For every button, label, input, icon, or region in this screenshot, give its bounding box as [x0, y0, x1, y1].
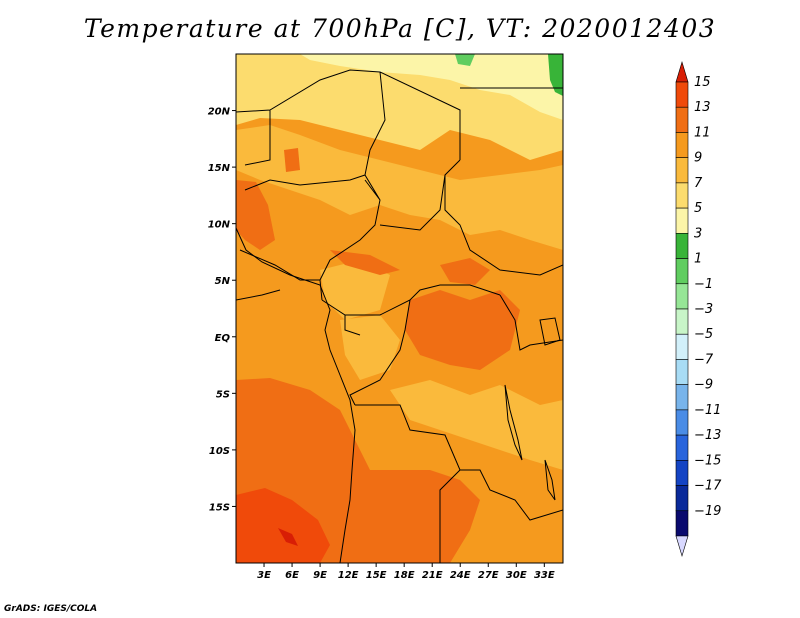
- lat-tick-label: 15N: [208, 163, 231, 174]
- field-north-pale: [300, 54, 563, 120]
- lon-tick-label: 30E: [506, 570, 527, 581]
- colorbar-label: 15: [694, 75, 711, 90]
- field-light-orange-1: [236, 125, 563, 250]
- lat-tick-label: 5S: [216, 389, 230, 400]
- colorbar-swatch: [675, 409, 689, 436]
- colorbar-label: −19: [694, 504, 721, 519]
- colorbar-label: 13: [694, 100, 711, 115]
- lake-victoria: [539, 317, 561, 346]
- lon-tick-label: 12E: [338, 570, 359, 581]
- lat-tick-label: 15S: [209, 502, 230, 513]
- boundary-lines: [236, 69, 563, 563]
- field-deep-red-spot: [278, 528, 298, 546]
- lat-tick-label: 20N: [208, 107, 231, 118]
- colorbar-swatch: [675, 182, 689, 209]
- colorbar-label: −17: [694, 479, 722, 494]
- colorbar-label: 3: [694, 226, 702, 241]
- lat-tick-label: 5N: [215, 276, 231, 287]
- colorbar-swatch: [675, 434, 689, 461]
- colorbar-label: −7: [694, 352, 714, 367]
- lon-tick-label: 24E: [450, 570, 471, 581]
- field-dark-orange-spot: [284, 148, 300, 172]
- colorbar-label: −5: [694, 327, 713, 342]
- colorbar-swatch: [675, 207, 689, 234]
- colorbar: 15 13 11 9 7 5 3 1 −1 −3 −5 −7 −9 −11 −13 −15 −17 −19: [675, 60, 722, 558]
- field-green-n: [455, 54, 475, 66]
- lat-tick-label: 10S: [209, 446, 230, 457]
- field-dark-orange-central: [405, 290, 520, 370]
- lat-axis: 20N 15N 10N 5N EQ 5S 10S 15S: [208, 107, 236, 513]
- colorbar-swatch: [675, 233, 689, 259]
- colorbar-swatch: [675, 81, 689, 108]
- colorbar-label: −3: [694, 302, 713, 317]
- lon-tick-label: 9E: [313, 570, 327, 581]
- lat-tick-label: EQ: [215, 333, 231, 344]
- colorbar-label: 5: [694, 201, 702, 216]
- field-light-orange-4: [340, 315, 400, 380]
- lon-tick-label: 18E: [394, 570, 415, 581]
- temperature-field: [236, 54, 563, 563]
- colorbar-label: 9: [694, 151, 702, 166]
- lon-tick-label: 15E: [366, 570, 387, 581]
- lake-malawi: [544, 459, 556, 501]
- colorbar-label: −11: [694, 403, 721, 418]
- colorbar-swatch: [675, 283, 689, 310]
- field-dark-orange-strip: [330, 250, 400, 275]
- colorbar-swatch: [675, 132, 689, 158]
- lon-tick-label: 3E: [257, 570, 271, 581]
- colorbar-label: 7: [694, 176, 703, 191]
- field-dark-orange-ne: [440, 258, 490, 285]
- lon-tick-label: 21E: [422, 570, 443, 581]
- colorbar-label: −15: [694, 453, 721, 468]
- boundaries: [236, 69, 563, 563]
- field-red-core: [236, 488, 330, 563]
- field-light-orange-2: [320, 260, 390, 320]
- colorbar-label: 1: [694, 252, 702, 267]
- coastline: [236, 227, 356, 563]
- credit-text: GrADS: IGES/COLA: [4, 604, 98, 614]
- colorbar-label: −1: [694, 277, 713, 292]
- lon-tick-label: 6E: [285, 570, 299, 581]
- colorbar-swatch: [675, 359, 689, 385]
- colorbar-swatch: [675, 308, 689, 335]
- colorbar-swatch: [675, 510, 689, 537]
- plot-frame: [235, 53, 564, 564]
- lat-tick-label: 10N: [208, 220, 231, 231]
- colorbar-bottom-arrow: [675, 535, 689, 558]
- lon-tick-label: 33E: [534, 570, 555, 581]
- colorbar-swatch: [675, 485, 689, 512]
- field-dark-orange-nw: [236, 180, 275, 250]
- colorbar-label: 11: [694, 125, 711, 140]
- colorbar-swatch: [675, 258, 689, 285]
- lon-tick-label: 27E: [478, 570, 499, 581]
- colorbar-label: −9: [694, 378, 713, 393]
- field-green-ne: [548, 54, 563, 96]
- map-title: Temperature at 700hPa [C], VT: 202001240…: [83, 14, 717, 43]
- colorbar-swatch: [675, 106, 689, 133]
- colorbar-top-arrow: [675, 60, 689, 83]
- lon-axis: 3E 6E 9E 12E 15E 18E 21E 24E 27E 30E 33E: [257, 563, 555, 581]
- colorbar-label: −13: [694, 428, 721, 443]
- colorbar-swatch: [675, 333, 689, 360]
- colorbar-swatch: [675, 157, 689, 184]
- colorbar-swatch: [675, 384, 689, 411]
- colorbar-swatch: [675, 460, 689, 486]
- lake-tanganyika: [504, 384, 523, 461]
